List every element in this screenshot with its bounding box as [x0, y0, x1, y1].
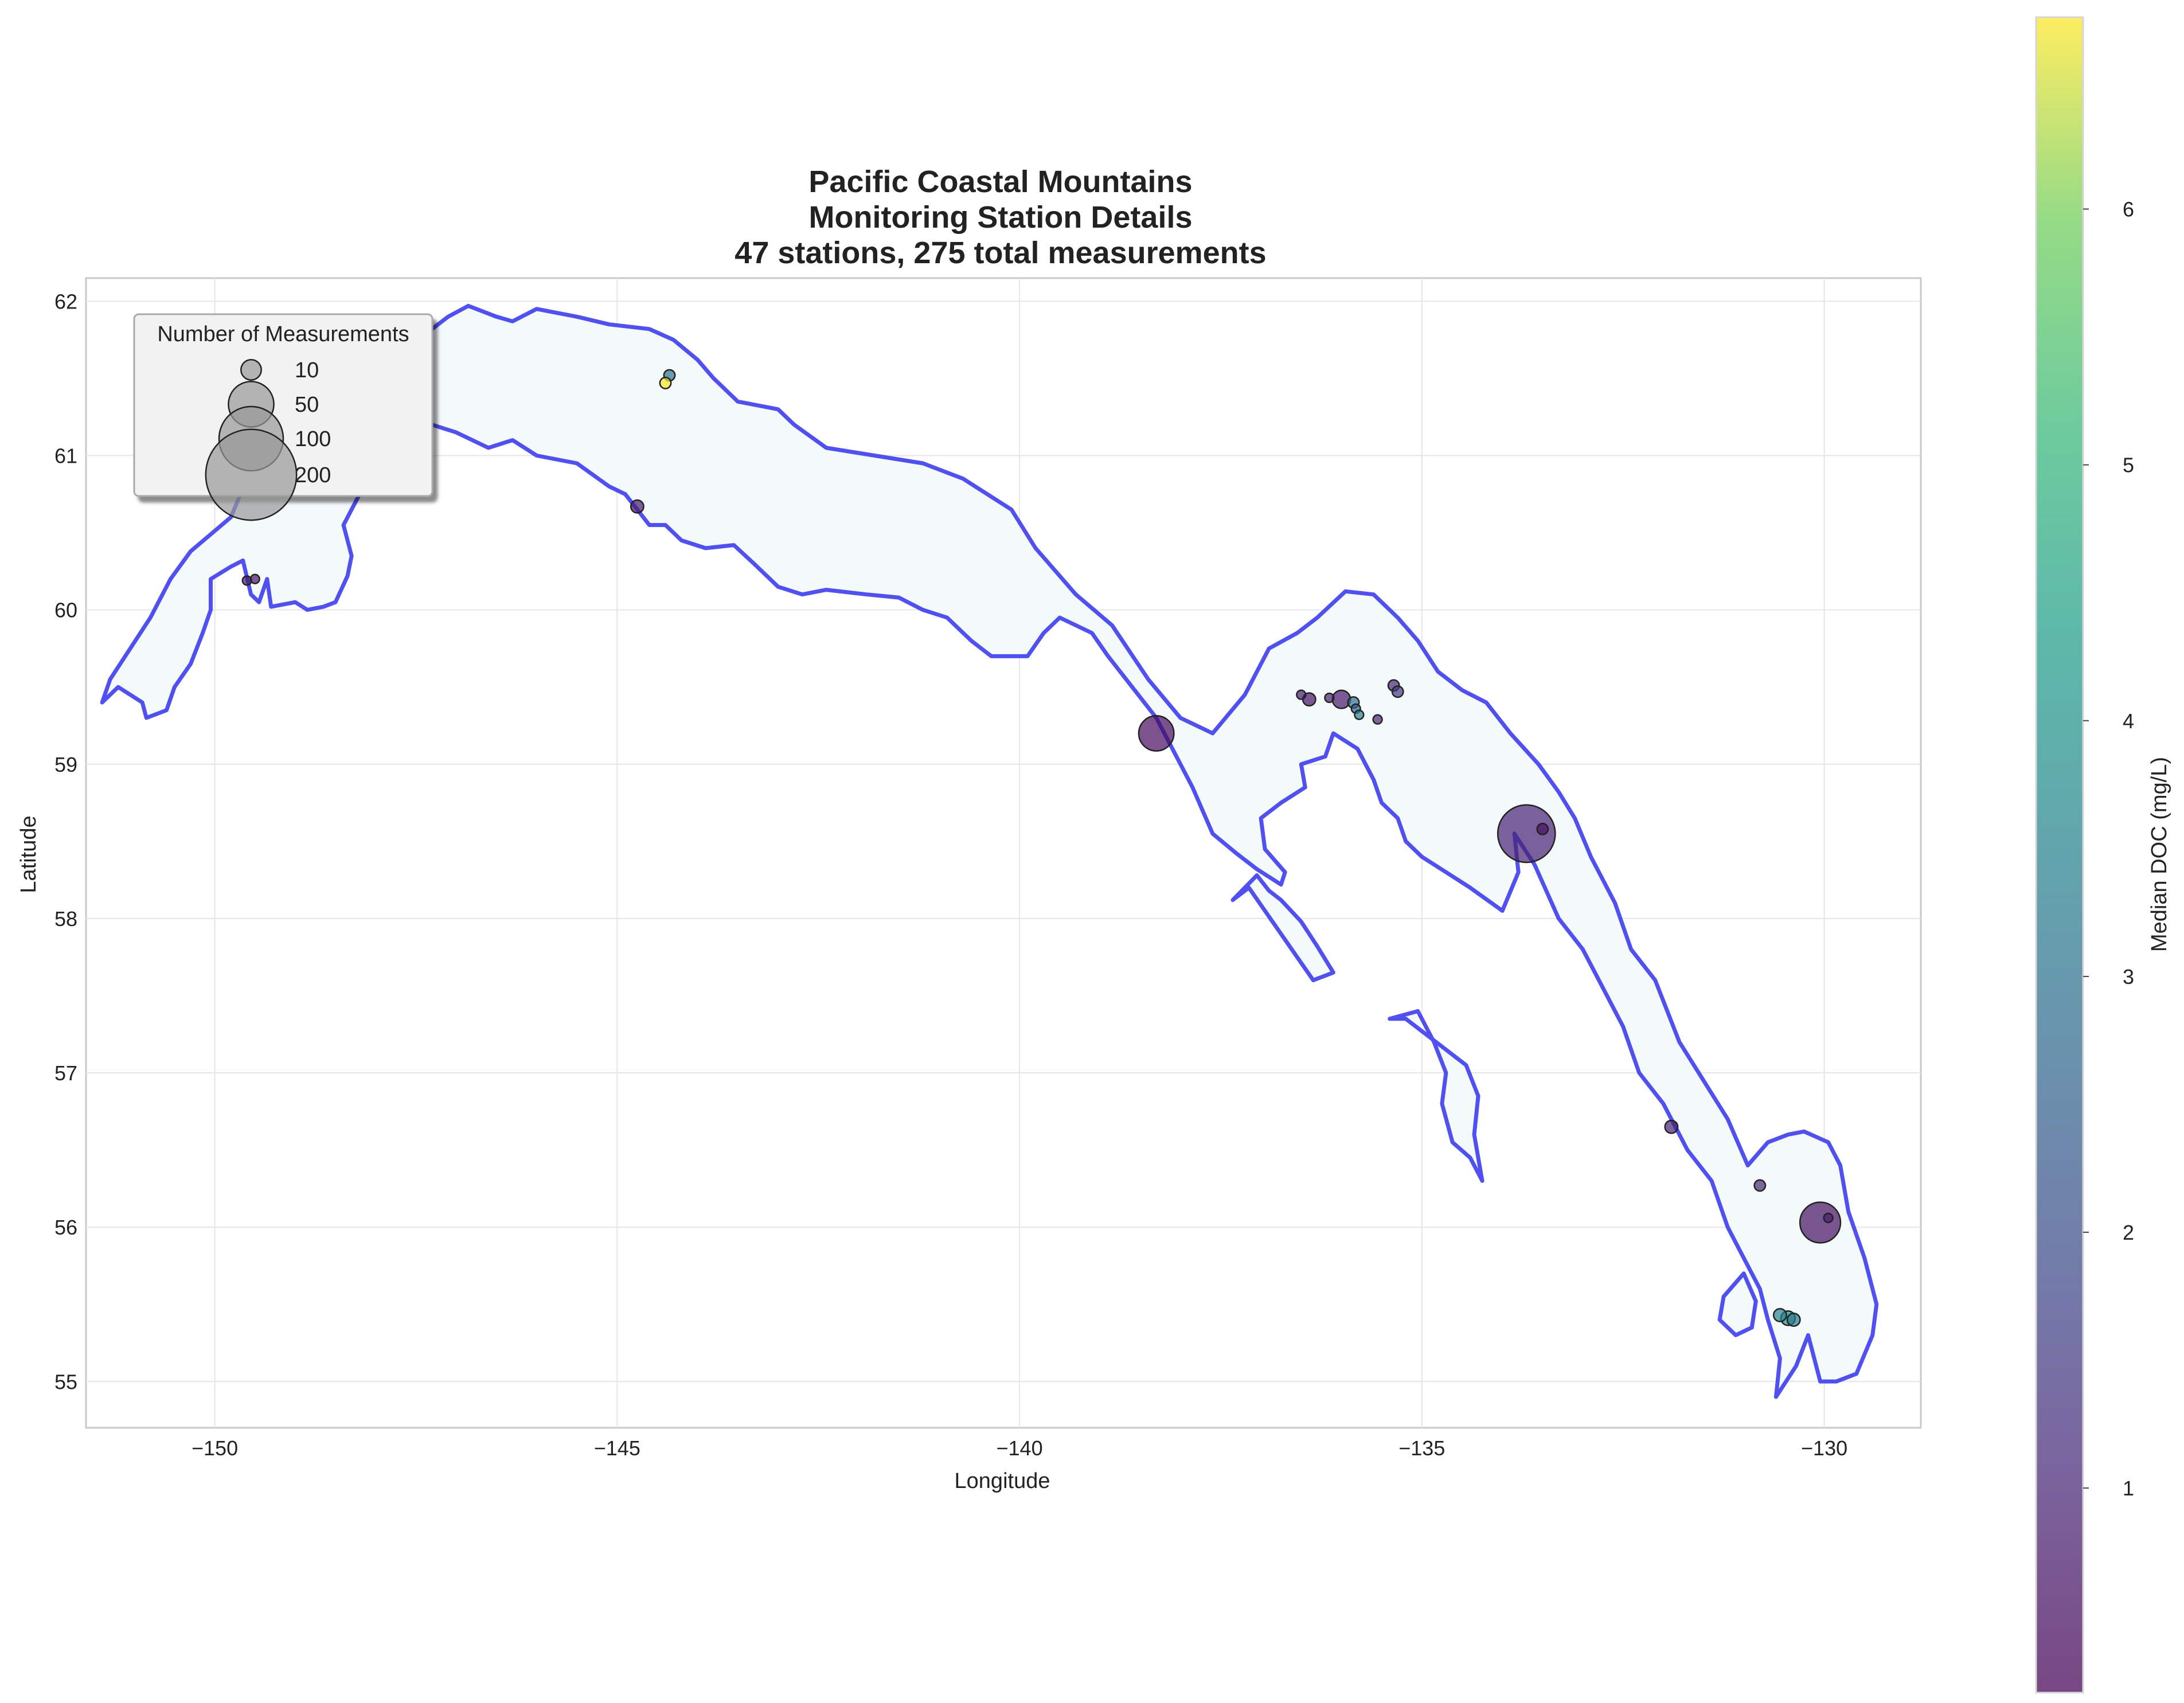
station-marker [1823, 1212, 1834, 1224]
legend-entry-label: 50 [295, 393, 319, 417]
colorbar-tick-label: 5 [2123, 454, 2134, 477]
station-marker [1138, 714, 1175, 752]
x-tick-label: −140 [997, 1436, 1043, 1460]
colorbar-tick-label: 2 [2123, 1221, 2134, 1244]
y-tick-label: 58 [54, 907, 77, 931]
station-marker [1786, 1313, 1801, 1327]
station-marker [1664, 1119, 1679, 1134]
y-tick-label: 62 [54, 290, 77, 313]
x-axis-ticks: −150 −145 −140 −135 −130 [192, 1436, 1847, 1460]
station-marker [1772, 1308, 1787, 1322]
station-marker [1497, 804, 1556, 864]
legend-entry-label: 10 [295, 358, 319, 382]
x-tick-label: −135 [1398, 1436, 1445, 1460]
y-tick-label: 60 [54, 599, 77, 622]
legend-title: Number of Measurements [157, 322, 409, 346]
colorbar-tick-label: 6 [2123, 198, 2134, 221]
colorbar-ticks: 1 2 3 4 5 6 [2083, 198, 2134, 1500]
station-marker [630, 499, 644, 514]
legend-entry-label: 200 [295, 463, 331, 487]
legend-marker [205, 428, 298, 521]
colorbar-tick-label: 4 [2123, 709, 2134, 733]
y-tick-label: 56 [54, 1216, 77, 1239]
station-marker [1296, 689, 1307, 700]
station-marker [1331, 689, 1351, 709]
x-tick-label: −145 [594, 1436, 640, 1460]
station-marker [1799, 1201, 1842, 1244]
legend-entries: 10 50 100 200 [205, 358, 331, 521]
map-title-line2: Monitoring Station Details [809, 200, 1193, 235]
station-marker [1753, 1179, 1767, 1192]
region-polygon [1717, 1271, 1758, 1337]
map-title-line1: Pacific Coastal Mountains [808, 165, 1192, 199]
station-marker [1354, 709, 1365, 720]
station-marker [1372, 714, 1383, 725]
station-marker [1391, 685, 1404, 698]
colorbar-tick-label: 1 [2123, 1477, 2134, 1500]
colorbar-gradient [2035, 16, 2084, 1694]
y-axis-ticks: 55 56 57 58 59 60 61 62 [54, 290, 77, 1393]
map-title-line3: 47 stations, 275 total measurements [734, 236, 1266, 270]
y-tick-label: 55 [54, 1370, 77, 1393]
colorbar-tick-label: 3 [2123, 965, 2134, 989]
station-marker [249, 573, 260, 584]
y-tick-label: 61 [54, 444, 77, 467]
stations-layer [241, 369, 1842, 1327]
y-tick-label: 59 [54, 753, 77, 776]
legend: Number of Measurements 10 50 100 200 [133, 313, 433, 521]
colorbar-label: Median DOC (mg/L) [2147, 757, 2171, 952]
x-axis-label: Longitude [955, 1469, 1050, 1493]
station-marker [659, 377, 672, 389]
y-axis-label: Latitude [17, 815, 41, 893]
station-marker [1536, 822, 1549, 835]
colorbar: 1 2 3 4 5 6 Median DOC (mg/L) [2035, 16, 2171, 1694]
x-tick-label: −130 [1801, 1436, 1847, 1460]
station-marker [1324, 692, 1335, 704]
legend-entry-label: 100 [295, 427, 331, 451]
region-polygon [1388, 1009, 1484, 1183]
x-tick-label: −150 [192, 1436, 238, 1460]
y-tick-label: 57 [54, 1061, 77, 1085]
legend-marker [240, 359, 262, 381]
region-polygon [1230, 873, 1335, 982]
